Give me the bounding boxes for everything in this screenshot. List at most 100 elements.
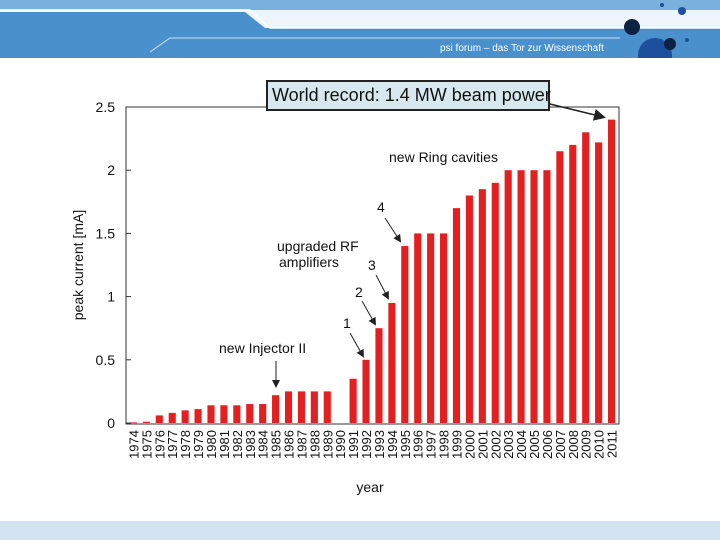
bar-1974	[129, 422, 138, 424]
x-tick-label: 1982	[230, 430, 245, 459]
bar-2009	[582, 132, 590, 423]
bar-2004	[517, 170, 525, 423]
x-axis-label: year	[356, 479, 384, 495]
x-tick-label: 2006	[540, 430, 555, 459]
x-tick-label: 2001	[475, 430, 490, 459]
bar-2005	[530, 170, 538, 423]
bar-2000	[465, 195, 473, 423]
header-line	[0, 9, 720, 29]
x-tick-label: 1976	[152, 430, 167, 459]
x-tick-label: 2011	[605, 430, 620, 458]
logo-dot-medium	[624, 19, 640, 35]
x-tick-label: 1992	[359, 430, 374, 459]
header-band-dark	[0, 0, 720, 10]
bar-1975	[142, 421, 150, 423]
bar-1986	[284, 391, 293, 423]
x-tick-label: 1986	[282, 430, 297, 459]
y-tick-label: 2	[107, 162, 115, 178]
bar-2003	[504, 170, 512, 423]
bar-2010	[595, 142, 603, 423]
x-tick-label: 2002	[488, 430, 503, 459]
y-tick-label: 0.5	[96, 352, 116, 368]
bar-1993	[375, 328, 383, 423]
arrow-1	[349, 332, 364, 358]
bar-1999	[452, 208, 461, 423]
x-tick-label: 1989	[320, 430, 335, 459]
x-tick-label: 1977	[165, 430, 180, 459]
logo-dot-tiny	[678, 7, 686, 15]
annotation-new-injector: new Injector II	[219, 340, 306, 356]
x-tick-label: 1974	[126, 430, 141, 459]
bar-1985	[272, 395, 280, 423]
bar-1979	[194, 409, 202, 423]
bar-2011	[607, 119, 616, 423]
y-axis: 0 0.5 1 1.5 2 2.5	[96, 99, 131, 431]
bar-1996	[414, 233, 422, 423]
x-tick-label: 1997	[424, 430, 439, 459]
y-tick-label: 1	[107, 289, 115, 305]
arrow-world-record	[549, 103, 606, 121]
bar-2007	[556, 151, 564, 424]
bar-1987	[297, 391, 305, 423]
bar-1998	[440, 233, 448, 423]
x-tick-label: 2007	[553, 430, 568, 459]
annotation-amplifiers: amplifiers	[279, 254, 339, 270]
world-record-text: World record: 1.4 MW beam power	[272, 85, 551, 105]
annotation-3: 3	[368, 257, 376, 273]
header-band	[0, 12, 720, 58]
x-tick-label: 2005	[527, 430, 542, 459]
x-tick-label: 1987	[294, 430, 309, 459]
bar-series	[129, 119, 616, 424]
bar-1997	[427, 233, 435, 423]
arrow-4	[384, 217, 402, 243]
logo-dot-mini-2	[685, 38, 689, 42]
bar-1976	[155, 415, 163, 423]
logo-dot-small	[664, 38, 676, 50]
bar-1983	[246, 404, 254, 423]
bar-1980	[207, 405, 215, 423]
world-record-callout	[266, 80, 550, 111]
x-tick-label: 1978	[178, 430, 193, 459]
x-tick-label: 1985	[269, 430, 284, 459]
annotation-1: 1	[343, 315, 351, 331]
x-tick-label: 2009	[579, 430, 594, 459]
x-tick-label: 1984	[256, 430, 271, 459]
x-tick-label: 1988	[307, 430, 322, 459]
header-tagline: psi forum – das Tor zur Wissenschaft	[440, 43, 604, 54]
y-tick-label: 1.5	[96, 225, 116, 241]
header-banner: psi forum – das Tor zur Wissenschaft	[0, 0, 720, 58]
x-tick-label: 1999	[449, 430, 464, 459]
logo-dot-mini	[660, 3, 664, 7]
x-tick-label: 1993	[372, 430, 387, 459]
x-tick-label: 1981	[217, 430, 232, 459]
bar-2002	[491, 182, 499, 423]
y-tick-label: 2.5	[96, 99, 116, 115]
bar-1984	[259, 404, 267, 423]
x-tick-label: 2004	[514, 430, 529, 459]
arrow-2	[361, 300, 376, 326]
bar-1977	[168, 412, 176, 423]
y-axis-label: peak current [mA]	[70, 210, 86, 321]
annotation-new-ring-cavities: new Ring cavities	[389, 149, 498, 165]
bar-1978	[181, 410, 189, 423]
footer-band	[0, 521, 720, 540]
bar-2006	[543, 170, 551, 423]
bar-1981	[220, 405, 228, 423]
bar-1989	[323, 391, 331, 423]
bar-1992	[362, 359, 370, 423]
x-tick-label: 1994	[385, 430, 400, 459]
x-axis: 1974197519761977197819791980198119821983…	[126, 430, 619, 459]
x-tick-label: 2010	[592, 430, 607, 459]
x-tick-label: 1998	[437, 430, 452, 459]
x-tick-label: 1983	[243, 430, 258, 459]
header-line-2	[149, 37, 620, 53]
bar-1982	[233, 405, 241, 423]
x-tick-label: 1991	[346, 430, 361, 459]
bar-2001	[478, 189, 486, 423]
x-tick-label: 1980	[204, 430, 219, 459]
bar-2008	[569, 144, 577, 424]
logo-dot-large	[638, 38, 672, 58]
x-tick-label: 1979	[191, 430, 206, 459]
bar-1988	[310, 391, 318, 423]
bar-1991	[349, 378, 357, 423]
